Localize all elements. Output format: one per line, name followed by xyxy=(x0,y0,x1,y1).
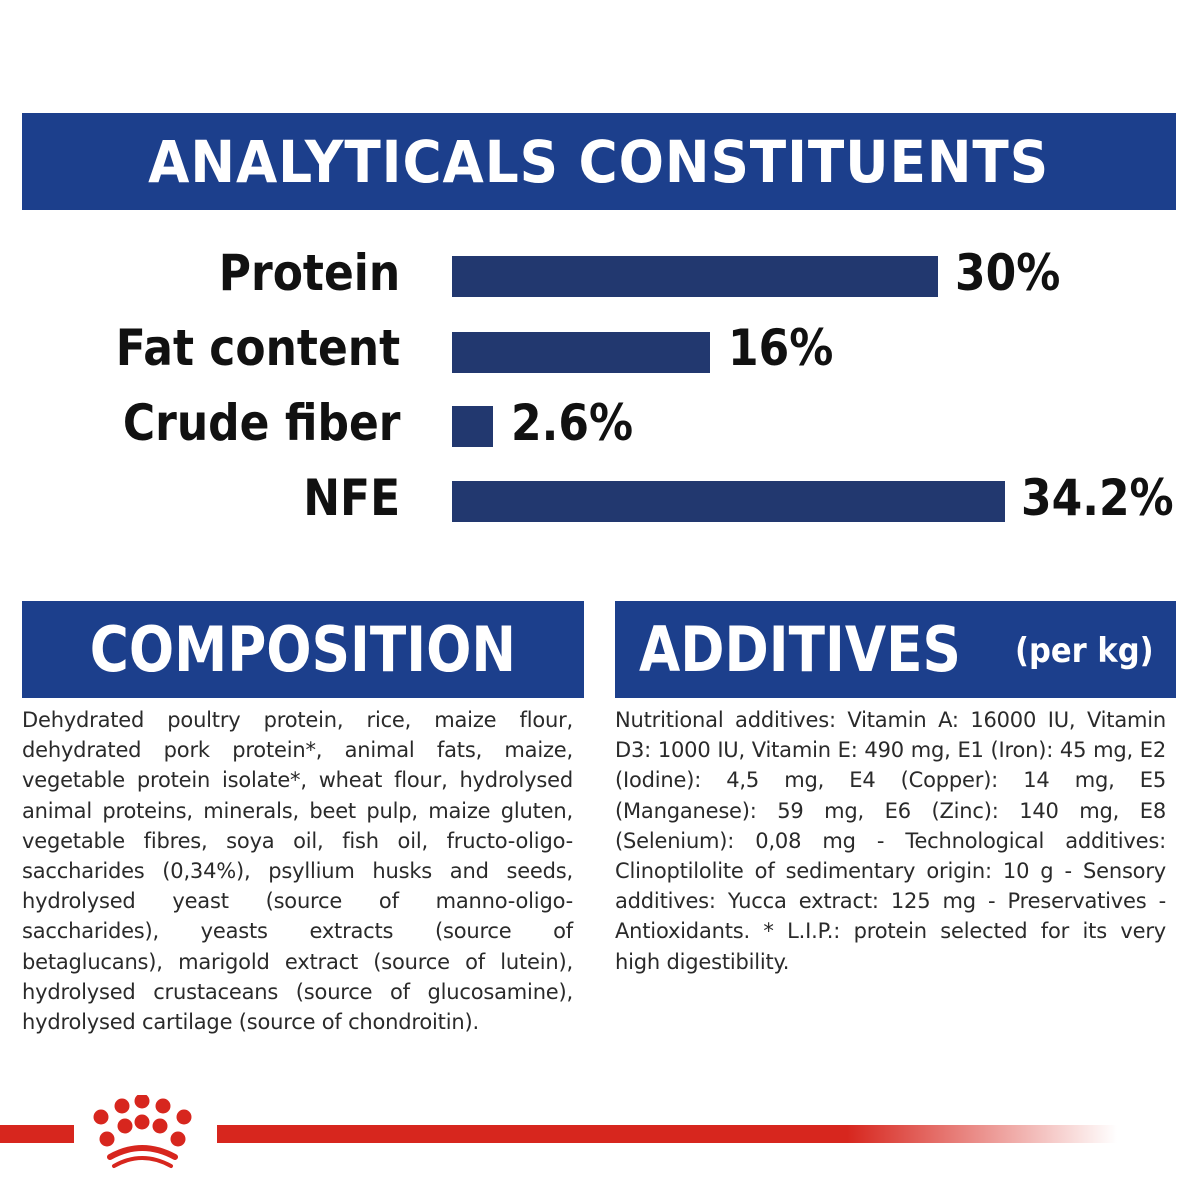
value-fat-content: 16% xyxy=(728,319,834,377)
bar-protein xyxy=(452,256,938,297)
composition-text: Dehydrated poultry protein, rice, maize … xyxy=(22,708,573,1035)
analytical-title: ANALYTICALS CONSTITUENTS xyxy=(148,127,1050,196)
row-label-crude-fiber: Crude fiber xyxy=(122,394,400,452)
additives-banner: ADDITIVES (per kg) xyxy=(615,601,1176,698)
composition-title: COMPOSITION xyxy=(89,613,517,686)
red-divider-right xyxy=(217,1125,1117,1143)
row-label-fat-content: Fat content xyxy=(115,319,400,377)
additives-text: Nutritional additives: Vitamin A: 16000 … xyxy=(615,708,1166,974)
row-label-nfe: NFE xyxy=(303,469,400,527)
analytical-constituents-banner: ANALYTICALS CONSTITUENTS xyxy=(22,113,1176,210)
bar-fat-content xyxy=(452,332,710,373)
value-crude-fiber: 2.6% xyxy=(511,394,634,452)
bar-crude-fiber xyxy=(452,406,493,447)
row-label-protein: Protein xyxy=(218,244,400,302)
crown-icon xyxy=(93,1095,192,1168)
composition-banner: COMPOSITION xyxy=(22,601,584,698)
bar-nfe xyxy=(452,481,1005,522)
value-nfe: 34.2% xyxy=(1021,469,1174,527)
value-protein: 30% xyxy=(955,244,1061,302)
additives-unit: (per kg) xyxy=(1015,631,1154,671)
additives-title: ADDITIVES xyxy=(639,613,961,686)
red-divider-left xyxy=(0,1125,74,1143)
